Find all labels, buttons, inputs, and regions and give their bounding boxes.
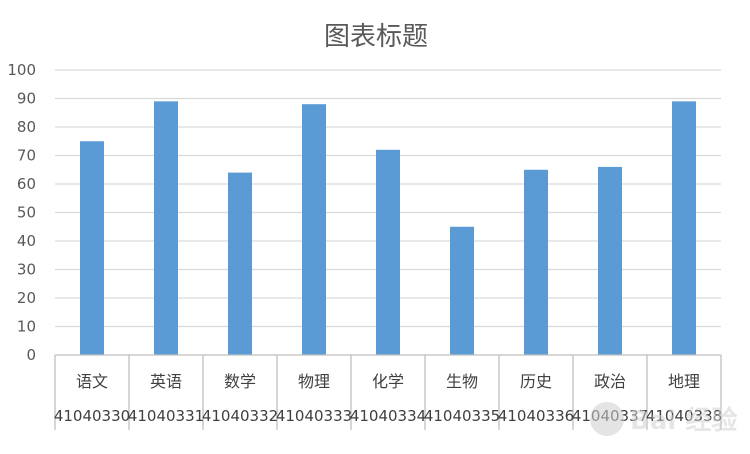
group-label: 41040338 [646, 407, 722, 425]
y-tick-label: 90 [17, 90, 36, 108]
category-label: 政治 [594, 372, 626, 391]
y-tick-label: 40 [17, 232, 36, 250]
x-axis: 语文 英语 数学 物理 化学 生物 历史 政治 地理4104033041040331410403… [54, 354, 722, 430]
bar-历史 [524, 169, 548, 355]
y-tick-label: 0 [26, 346, 36, 364]
bar-语文 [80, 141, 104, 355]
group-label: 41040337 [572, 407, 648, 425]
y-tick-label: 60 [17, 175, 36, 193]
bar-生物 [450, 226, 474, 355]
y-tick-label: 10 [17, 318, 36, 336]
bar-政治 [598, 166, 622, 355]
y-tick-label: 80 [17, 118, 36, 136]
group-label: 41040332 [202, 407, 278, 425]
chart-title: 图表标题 [324, 22, 428, 52]
group-label: 41040334 [350, 407, 426, 425]
category-label: 数学 [224, 372, 256, 391]
category-label: 生物 [446, 372, 478, 391]
group-label: 41040331 [128, 407, 204, 425]
y-tick-label: 30 [17, 261, 36, 279]
category-label: 物理 [298, 372, 330, 391]
bar-数学 [228, 172, 252, 355]
group-label: 41040330 [54, 407, 130, 425]
group-label: 41040335 [424, 407, 500, 425]
y-tick-label: 100 [7, 61, 36, 79]
category-label: 英语 [150, 372, 182, 391]
y-axis-ticks: 0 10 20 30 40 50 60 70 80 90 100 [7, 61, 36, 364]
bar-英语 [154, 101, 178, 355]
y-tick-label: 50 [17, 204, 36, 222]
bar-物理 [302, 104, 326, 355]
group-label: 41040333 [276, 407, 352, 425]
category-label: 历史 [520, 372, 552, 391]
y-tick-label: 70 [17, 147, 36, 165]
category-label: 化学 [372, 372, 404, 391]
y-tick-label: 20 [17, 289, 36, 307]
group-label: 41040336 [498, 407, 574, 425]
category-label: 地理 [668, 372, 700, 391]
bars [80, 101, 696, 355]
category-label: 语文 [76, 372, 108, 391]
bar-地理 [672, 101, 696, 355]
bar-化学 [376, 149, 400, 355]
